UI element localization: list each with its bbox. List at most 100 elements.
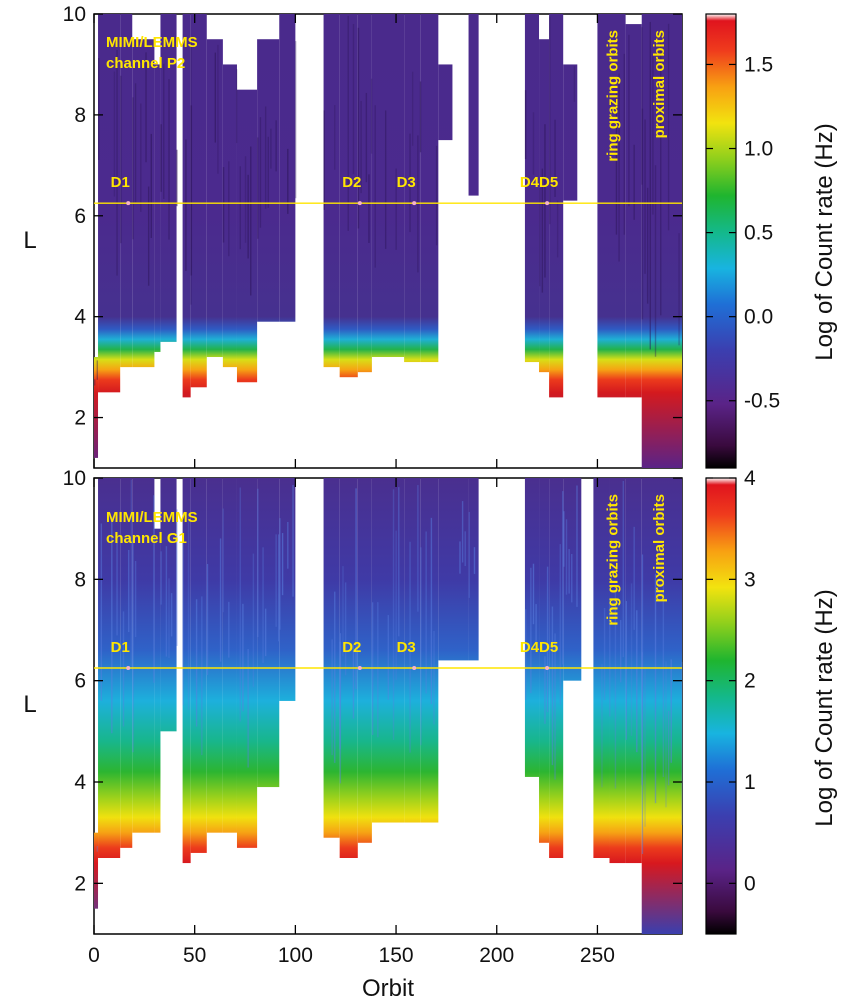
p2-streak xyxy=(120,75,122,244)
g1-coverage-column xyxy=(190,478,207,853)
p2-coverage-column xyxy=(190,14,207,388)
p2-streak xyxy=(435,145,438,246)
p2-channel-label-line2: channel P2 xyxy=(106,55,185,72)
g1-streak xyxy=(355,488,357,689)
p2-streak xyxy=(368,174,370,243)
x-tick-label: 200 xyxy=(479,944,514,967)
x-tick-label: 250 xyxy=(580,944,615,967)
p2-streak xyxy=(573,66,576,102)
p2-streak xyxy=(654,165,657,357)
g1-streak xyxy=(603,607,606,701)
p2-streak xyxy=(150,133,152,238)
g1-colorbar-tick-label: 3 xyxy=(744,568,756,591)
g1-streak xyxy=(417,485,419,612)
g1-streak xyxy=(222,508,224,613)
p2-streak xyxy=(147,186,150,286)
g1-streak xyxy=(228,601,230,658)
x-tick-label: 0 xyxy=(88,944,100,967)
p2-streak xyxy=(270,128,272,169)
p2-speckle-group xyxy=(94,15,680,386)
g1-streak xyxy=(544,656,546,724)
p2-y-axis-label: L xyxy=(23,227,36,254)
p2-streak xyxy=(168,79,170,240)
g1-streak xyxy=(565,519,568,595)
g1-streak xyxy=(614,588,617,789)
g1-colorbar-tick-label: 4 xyxy=(744,467,756,490)
g1-event-label: D2 xyxy=(342,639,361,656)
p2-streak xyxy=(264,106,267,209)
g1-streak xyxy=(461,501,464,563)
p2-streak xyxy=(417,135,419,273)
p2-coverage-column xyxy=(438,64,453,141)
g1-y-ticks: 2 4 6 8 10 xyxy=(63,467,682,895)
g1-streak xyxy=(420,547,422,746)
g1-streak xyxy=(111,516,113,734)
p2-coverage-column xyxy=(641,14,682,468)
p2-y-tick-label: 6 xyxy=(74,205,86,228)
g1-streak xyxy=(339,633,342,784)
g1-coverage-column xyxy=(539,478,550,843)
p2-streak xyxy=(185,139,187,271)
p2-coverage-column xyxy=(94,357,99,458)
g1-streak xyxy=(170,593,173,637)
g1-streak xyxy=(206,563,209,676)
p2-coverage-column xyxy=(404,14,421,363)
p2-streak xyxy=(374,105,376,268)
g1-streak xyxy=(344,582,347,676)
g1-streak xyxy=(264,608,267,657)
g1-coverage-column xyxy=(206,478,223,833)
g1-streak xyxy=(195,599,198,727)
p2-streak xyxy=(94,379,96,386)
p2-colorbar-tick-label: 1.5 xyxy=(744,53,773,76)
p2-streak xyxy=(134,83,137,203)
p2-streak xyxy=(96,360,99,380)
g1-region-label: proximal orbits xyxy=(651,494,668,602)
g1-annotations: D1 D2 D3 D4D5 ring grazing orbits proximal or… xyxy=(94,494,682,670)
p2-event-label: D2 xyxy=(342,174,361,191)
g1-streak xyxy=(168,578,170,659)
p2-streak xyxy=(644,119,646,274)
p2-y-tick-label: 2 xyxy=(74,407,86,430)
g1-streak xyxy=(473,547,476,574)
p2-streak xyxy=(678,233,680,346)
g1-streak xyxy=(239,487,241,722)
g1-streak xyxy=(247,649,249,768)
g1-y-tick-label: 10 xyxy=(63,467,86,490)
g1-event-marker xyxy=(126,666,131,670)
g1-coverage-column xyxy=(132,478,155,833)
g1-streak xyxy=(425,531,427,694)
p2-colorbar-tick-label: 0.5 xyxy=(744,222,773,245)
g1-coverage-column xyxy=(257,478,280,788)
p2-streak xyxy=(409,133,411,233)
p2-coverage-column xyxy=(597,14,626,398)
g1-region-label: ring grazing orbits xyxy=(605,494,622,626)
p2-coverage-column xyxy=(420,14,439,363)
p2-streak xyxy=(544,124,546,278)
p2-streak xyxy=(347,15,349,231)
g1-coverage-column xyxy=(357,478,372,843)
p2-streak xyxy=(250,146,252,296)
g1-coverage-column xyxy=(371,478,405,823)
g1-streak xyxy=(662,577,665,778)
p2-streak xyxy=(419,81,422,153)
g1-coverage-column xyxy=(563,478,582,681)
p2-streak xyxy=(411,71,414,146)
p2-streak xyxy=(222,167,225,243)
p2-streak xyxy=(524,90,527,160)
p2-streak xyxy=(267,136,269,208)
g1-coverage-column xyxy=(641,478,682,934)
p2-coverage-column xyxy=(339,14,358,378)
p2-region-label: proximal orbits xyxy=(651,30,668,138)
g1-streak xyxy=(524,609,527,700)
g1-streak xyxy=(530,567,532,694)
p2-coverage-column xyxy=(323,14,340,368)
g1-streak xyxy=(160,551,162,605)
g1-streak xyxy=(331,639,333,756)
p2-channel-label-line1: MIMI/LEMMS xyxy=(106,34,198,51)
p2-colorbar-label: Log of Count rate (Hz) xyxy=(811,123,838,360)
g1-colorbar: 0 1 2 3 4 xyxy=(705,467,756,935)
g1-streak xyxy=(392,489,395,741)
g1-streak xyxy=(430,517,433,705)
